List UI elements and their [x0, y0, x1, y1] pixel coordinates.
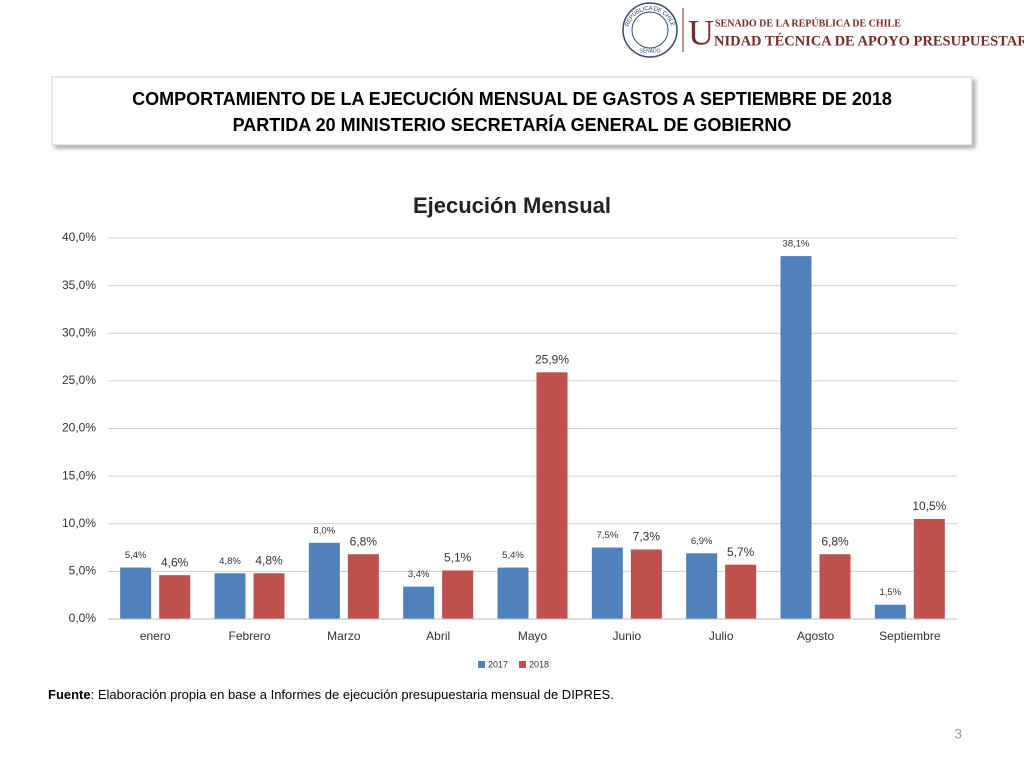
bar [308, 542, 340, 619]
y-tick-label: 0,0% [69, 611, 97, 625]
y-tick-label: 20,0% [62, 421, 96, 435]
bar [874, 604, 906, 619]
bar [591, 547, 623, 619]
title-box [51, 76, 973, 146]
x-tick-label: Septiembre [879, 629, 941, 643]
x-tick-label: Agosto [797, 629, 835, 643]
source-note: Fuente: Elaboración propia en base a Inf… [48, 687, 614, 702]
chart-title: Ejecución Mensual [413, 193, 611, 218]
value-label: 7,3% [633, 530, 661, 544]
value-label: 3,4% [408, 569, 430, 580]
value-label: 6,8% [821, 534, 849, 548]
value-label: 5,7% [727, 545, 755, 559]
value-label: 5,1% [444, 551, 472, 565]
bar [913, 518, 945, 619]
value-label: 8,0% [314, 525, 336, 536]
legend-label: 2017 [488, 659, 508, 669]
x-tick-label: Julio [709, 629, 734, 643]
value-label: 5,4% [125, 550, 147, 561]
x-tick-label: Febrero [228, 629, 270, 643]
x-tick-label: enero [140, 629, 171, 643]
source-text: : Elaboración propia en base a Informes … [91, 687, 614, 702]
bar [442, 570, 474, 619]
page-number: 3 [954, 726, 962, 742]
header-logo: REPÚBLICA DE CHILE SENADO U SENADO DE LA… [622, 2, 1024, 58]
x-tick-label: Junio [612, 629, 641, 643]
bar [536, 372, 568, 619]
bar [120, 567, 152, 619]
seal-inner [631, 11, 669, 49]
x-tick-label: Mayo [518, 629, 548, 643]
value-label: 1,5% [880, 587, 902, 598]
seal-top-text: REPÚBLICA DE CHILE [624, 5, 675, 27]
seal-bottom: SENADO [639, 48, 660, 54]
value-label: 4,8% [255, 553, 283, 567]
value-label: 6,8% [350, 534, 378, 548]
y-tick-label: 5,0% [69, 564, 97, 578]
slide-title-line1: COMPORTAMIENTO DE LA EJECUCIÓN MENSUAL D… [132, 88, 892, 109]
value-label: 6,9% [691, 536, 713, 547]
bar [780, 256, 812, 619]
bar [403, 586, 435, 619]
bar [630, 549, 662, 619]
y-tick-label: 15,0% [62, 468, 96, 482]
x-tick-label: Marzo [327, 629, 361, 643]
seal-top: REPÚBLICA DE CHILE [624, 5, 675, 27]
bar [347, 554, 379, 619]
y-tick-label: 25,0% [62, 373, 96, 387]
y-tick-label: 40,0% [62, 230, 96, 244]
x-tick-label: Abril [426, 629, 450, 643]
value-label: 7,5% [597, 530, 619, 541]
slide-title-line2: PARTIDA 20 MINISTERIO SECRETARÍA GENERAL… [233, 114, 792, 135]
bar [819, 554, 851, 619]
value-label: 5,4% [502, 550, 524, 561]
senate-name: SENADO DE LA REPÚBLICA DE CHILE [715, 17, 901, 29]
unit-initial: U [688, 12, 714, 52]
unit-name: NIDAD TÉCNICA DE APOYO PRESUPUESTARIO [714, 32, 1024, 49]
y-tick-label: 10,0% [62, 516, 96, 530]
legend-swatch [478, 661, 485, 668]
value-label: 25,9% [535, 352, 569, 366]
value-label: 4,8% [219, 556, 241, 567]
value-label: 4,6% [161, 555, 189, 569]
legend-label: 2018 [529, 659, 549, 669]
source-label: Fuente [48, 687, 91, 702]
legend-swatch [519, 661, 526, 668]
bar [159, 575, 191, 619]
bar [686, 553, 718, 619]
y-tick-label: 35,0% [62, 278, 96, 292]
bar [253, 573, 285, 619]
bar [725, 564, 757, 619]
bar [497, 567, 529, 619]
value-label: 10,5% [912, 499, 946, 513]
value-label: 38,1% [783, 239, 810, 250]
y-tick-label: 30,0% [62, 325, 96, 339]
bar [214, 573, 246, 619]
seal [622, 2, 678, 58]
